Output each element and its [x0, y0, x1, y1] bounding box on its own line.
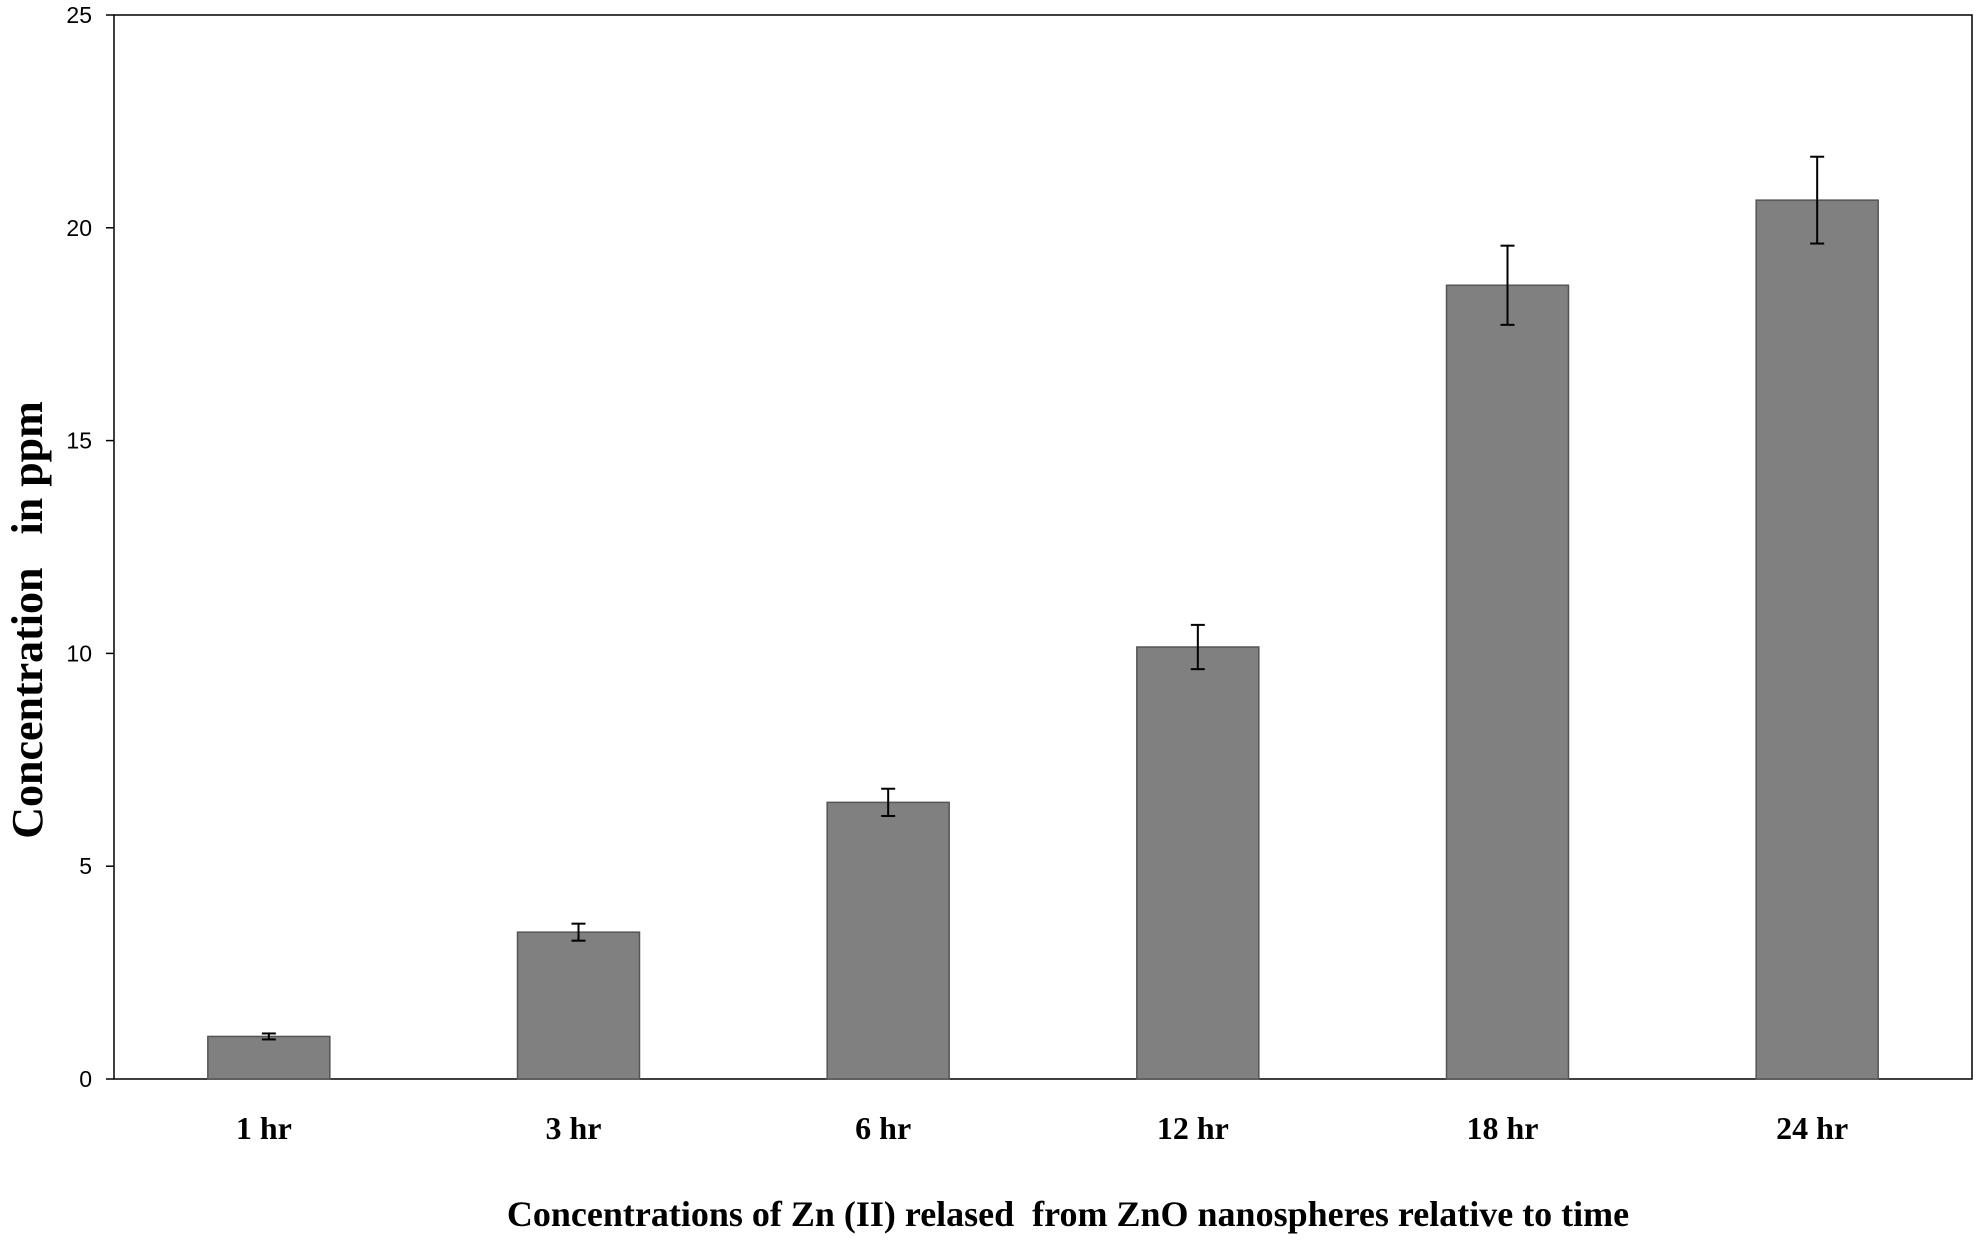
bar — [207, 1035, 331, 1080]
x-tick-label: 3 hr — [546, 1110, 602, 1146]
bar — [1445, 284, 1570, 1080]
x-tick-label: 24 hr — [1776, 1110, 1848, 1146]
bar — [1136, 646, 1260, 1080]
error-bars — [261, 155, 1825, 1041]
y-tick-label: 0 — [79, 1066, 92, 1092]
x-tick-label: 1 hr — [236, 1110, 292, 1146]
y-tick-label: 10 — [66, 640, 92, 666]
y-tick-label: 5 — [79, 853, 92, 879]
plot-area — [113, 14, 1973, 1080]
bar — [1755, 199, 1879, 1080]
x-tick-label: 18 hr — [1467, 1110, 1539, 1146]
y-tick-label: 15 — [66, 428, 92, 454]
x-axis-title: Concentrations of Zn (II) relased from Z… — [507, 1194, 1629, 1234]
x-tick-label: 12 hr — [1157, 1110, 1229, 1146]
y-tick-label: 25 — [66, 2, 92, 28]
bar — [826, 801, 950, 1080]
y-axis-title: Concentration in ppm — [3, 401, 52, 839]
x-tick-label: 6 hr — [855, 1110, 911, 1146]
bar — [516, 931, 641, 1080]
y-tick-label: 20 — [66, 215, 92, 241]
y-axis: 0 5 10 15 20 25 — [66, 2, 114, 1092]
x-axis: 1 hr 3 hr 6 hr 12 hr 18 hr 24 hr — [236, 1110, 1848, 1146]
